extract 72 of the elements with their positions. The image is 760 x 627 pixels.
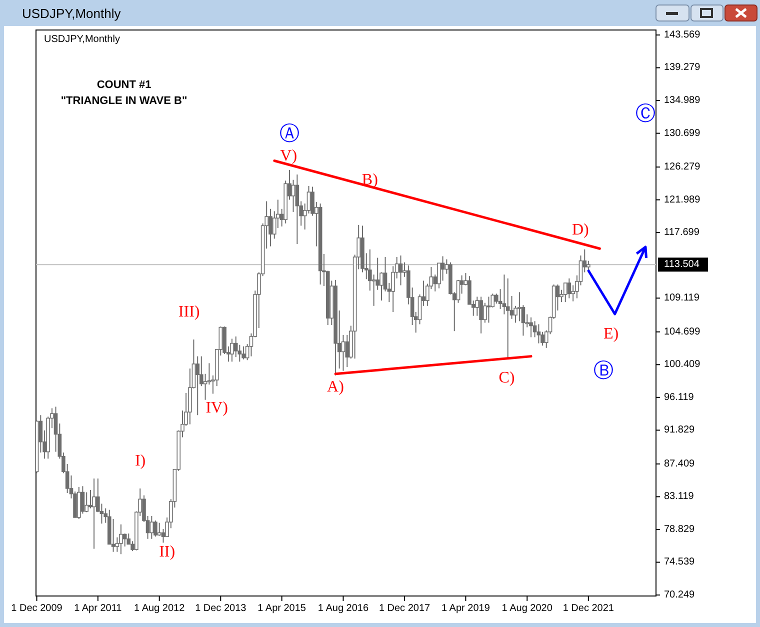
y-tick-label: 83.119 xyxy=(664,491,694,502)
candlestick xyxy=(345,334,350,368)
y-tick-label: 96.119 xyxy=(664,392,694,403)
candlestick xyxy=(506,278,510,360)
annotation: C) xyxy=(498,370,515,386)
y-tick-label: 121.989 xyxy=(664,194,701,206)
chart-subtitle: USDJPY,Monthly xyxy=(44,34,120,45)
annotation: E) xyxy=(603,326,619,342)
annotation: Ⓒ xyxy=(635,101,656,125)
y-tick-label: 87.409 xyxy=(664,458,696,470)
y-tick-label: 134.989 xyxy=(664,95,701,106)
y-tick-label: 78.829 xyxy=(664,524,696,535)
ref-line-label: 113.504 xyxy=(664,259,700,270)
y-tick-label: 91.829 xyxy=(664,424,696,436)
candlestick xyxy=(440,256,445,282)
x-tick-label: 1 Apr 2019 xyxy=(442,603,490,614)
annotation: III) xyxy=(178,304,200,320)
candlestick xyxy=(529,316,533,338)
candlestick xyxy=(80,486,85,514)
candlestick xyxy=(518,292,522,322)
annotation: Ⓑ xyxy=(593,358,614,382)
candlestick xyxy=(567,278,572,299)
annotation: A) xyxy=(327,378,344,396)
x-tick-label: 1 Aug 2020 xyxy=(502,603,553,614)
y-tick-label: 117.699 xyxy=(664,227,700,238)
annotation: IV) xyxy=(206,400,228,416)
annotation: COUNT #1 xyxy=(96,79,152,91)
x-tick-label: 1 Aug 2012 xyxy=(134,603,186,614)
chart-title: USDJPY,Monthly xyxy=(22,6,122,21)
y-tick-label: 126.279 xyxy=(664,162,701,173)
x-tick-label: 1 Dec 2009 xyxy=(11,603,63,614)
candlestick xyxy=(230,338,234,362)
candlestick xyxy=(84,492,88,513)
x-tick-label: 1 Apr 2015 xyxy=(258,603,306,614)
candlestick xyxy=(157,522,162,536)
x-tick-label: 1 Dec 2021 xyxy=(562,603,614,614)
y-tick-label: 143.569 xyxy=(664,29,701,40)
y-tick-label: 130.699 xyxy=(664,128,701,139)
candlestick xyxy=(154,520,158,538)
candlestick xyxy=(291,179,296,212)
candlestick xyxy=(475,296,480,316)
x-tick-label: 1 Aug 2016 xyxy=(318,603,369,614)
candlestick xyxy=(92,478,96,550)
y-tick-label: 109.119 xyxy=(664,292,700,304)
candlestick xyxy=(242,346,246,360)
annotation: D) xyxy=(572,222,589,238)
y-tick-label: 74.539 xyxy=(664,556,696,568)
candlestick xyxy=(536,324,541,344)
candlestick xyxy=(119,524,123,555)
x-tick-label: 1 Dec 2013 xyxy=(195,603,247,614)
candlestick xyxy=(122,533,127,548)
y-tick-label: 139.279 xyxy=(664,62,701,74)
candlestick xyxy=(234,336,238,358)
candlestick xyxy=(479,296,483,334)
candlestick xyxy=(111,518,116,552)
candlestick xyxy=(398,254,403,286)
candlestick xyxy=(150,515,154,540)
x-tick-label: 1 Dec 2017 xyxy=(378,603,431,614)
y-tick-label: 100.409 xyxy=(664,359,701,370)
annotation: "TRIANGLE IN WAVE B" xyxy=(60,95,188,107)
annotation: I) xyxy=(134,452,146,470)
candlestick xyxy=(563,282,568,303)
y-tick-label: 70.249 xyxy=(664,590,696,601)
candlestick xyxy=(196,356,200,416)
candlestick xyxy=(295,174,300,245)
candlestick xyxy=(486,296,491,324)
annotation: Ⓐ xyxy=(280,121,300,145)
annotation: II) xyxy=(159,544,176,560)
annotation: V) xyxy=(280,148,298,164)
x-tick-label: 1 Apr 2011 xyxy=(74,603,122,614)
y-tick-label: 104.699 xyxy=(664,326,701,338)
annotation: B) xyxy=(362,172,378,188)
